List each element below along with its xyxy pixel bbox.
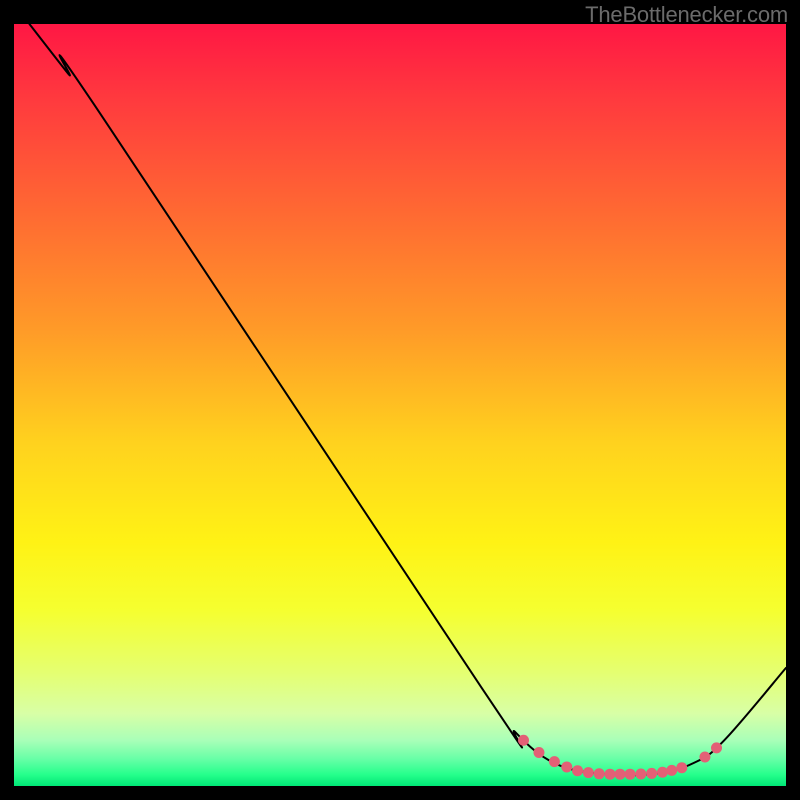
- marker-point: [518, 735, 529, 746]
- marker-point: [699, 752, 710, 763]
- marker-point: [615, 769, 626, 780]
- chart-frame: TheBottlenecker.com: [0, 0, 800, 800]
- marker-point: [583, 767, 594, 778]
- marker-point: [549, 756, 560, 767]
- marker-point: [561, 761, 572, 772]
- marker-point: [657, 767, 668, 778]
- marker-point: [604, 769, 615, 780]
- marker-point: [625, 769, 636, 780]
- marker-point: [594, 768, 605, 779]
- plot-area: [14, 24, 786, 786]
- marker-point: [646, 768, 657, 779]
- marker-point: [666, 765, 677, 776]
- marker-point: [711, 742, 722, 753]
- chart-svg: [14, 24, 786, 786]
- marker-point: [635, 768, 646, 779]
- marker-point: [533, 747, 544, 758]
- marker-point: [676, 762, 687, 773]
- chart-background: [14, 24, 786, 786]
- marker-point: [572, 765, 583, 776]
